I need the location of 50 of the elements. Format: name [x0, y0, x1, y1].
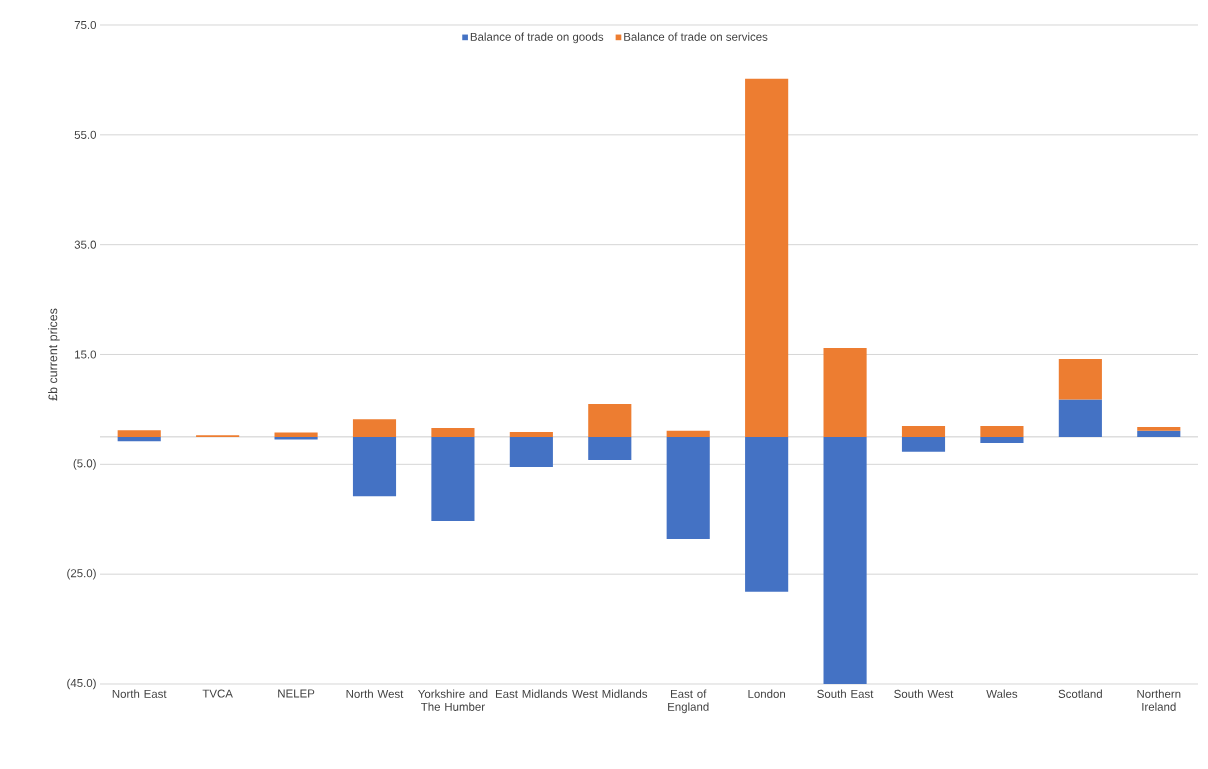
- x-tick-label: North East: [112, 689, 167, 698]
- x-tick-label: West Midlands: [572, 689, 648, 698]
- bar: [745, 78, 789, 437]
- y-tick-label: 75.0: [74, 20, 97, 30]
- y-tick-label: (45.0): [67, 678, 96, 690]
- bar: [431, 436, 475, 521]
- bar: [509, 436, 553, 468]
- y-tick-label: 15.0: [75, 350, 97, 359]
- legend-label: Balance of trade on goods: [470, 32, 604, 44]
- bar: [274, 432, 318, 437]
- x-tick-label: East Midlands: [496, 689, 568, 698]
- x-tick-label: South East: [817, 689, 874, 698]
- y-tick-label: 55.0: [74, 130, 97, 139]
- legend-label: Balance of trade on services: [624, 32, 768, 41]
- bar: [901, 436, 946, 452]
- x-tick-label: North West: [346, 689, 404, 698]
- bar: [1137, 430, 1181, 437]
- bar: [588, 436, 632, 460]
- bar: [980, 436, 1024, 443]
- x-tick-label: East of England: [668, 689, 709, 714]
- x-tick-label: TVCA: [202, 689, 233, 698]
- bar: [1058, 399, 1102, 437]
- x-tick-label: Northern Ireland: [1137, 689, 1181, 711]
- bar: [1137, 426, 1181, 431]
- y-tick-label: 35.0: [74, 240, 97, 249]
- bar: [509, 431, 553, 437]
- bar: [274, 436, 318, 440]
- x-tick-label: Scotland: [1058, 689, 1102, 698]
- bar: [823, 347, 867, 437]
- bar: [745, 436, 789, 592]
- x-tick-label: South West: [894, 689, 954, 698]
- bar: [666, 436, 710, 540]
- x-tick-label: NELEP: [278, 689, 315, 698]
- bar: [588, 403, 632, 437]
- y-tick-label: (5.0): [73, 459, 96, 470]
- bar: [980, 425, 1024, 437]
- bar: [1058, 358, 1102, 400]
- bar: [431, 428, 475, 437]
- bar: [666, 430, 710, 437]
- bar: [352, 436, 397, 497]
- x-tick-label: London: [748, 689, 785, 698]
- bar: [901, 425, 946, 437]
- bar: [117, 436, 161, 442]
- bar: [117, 430, 161, 437]
- bar: [352, 419, 397, 437]
- y-axis-title: £b current prices: [48, 308, 60, 401]
- x-tick-label: Yorkshire and The Humber: [418, 689, 488, 711]
- x-tick-label: Wales: [986, 689, 1018, 698]
- bar: [823, 436, 867, 684]
- y-tick-label: (25.0): [67, 568, 96, 580]
